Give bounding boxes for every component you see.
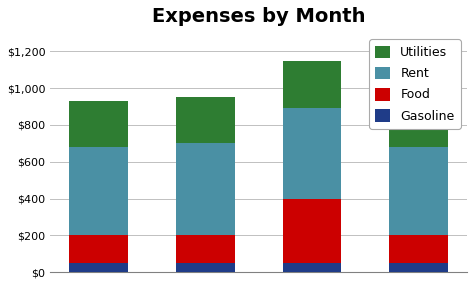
Bar bbox=[390, 263, 448, 272]
Legend: Utilities, Rent, Food, Gasoline: Utilities, Rent, Food, Gasoline bbox=[369, 39, 461, 129]
Bar bbox=[69, 147, 128, 235]
Bar bbox=[176, 263, 235, 272]
Bar bbox=[69, 101, 128, 147]
Bar bbox=[390, 97, 448, 147]
Bar bbox=[69, 235, 128, 263]
Title: Expenses by Month: Expenses by Month bbox=[152, 7, 365, 26]
Bar bbox=[390, 235, 448, 263]
Bar bbox=[283, 61, 341, 108]
Bar bbox=[69, 263, 128, 272]
Bar bbox=[176, 97, 235, 143]
Bar bbox=[390, 147, 448, 235]
Bar bbox=[283, 199, 341, 263]
Bar bbox=[176, 235, 235, 263]
Bar bbox=[283, 263, 341, 272]
Bar bbox=[283, 108, 341, 199]
Bar bbox=[176, 143, 235, 235]
